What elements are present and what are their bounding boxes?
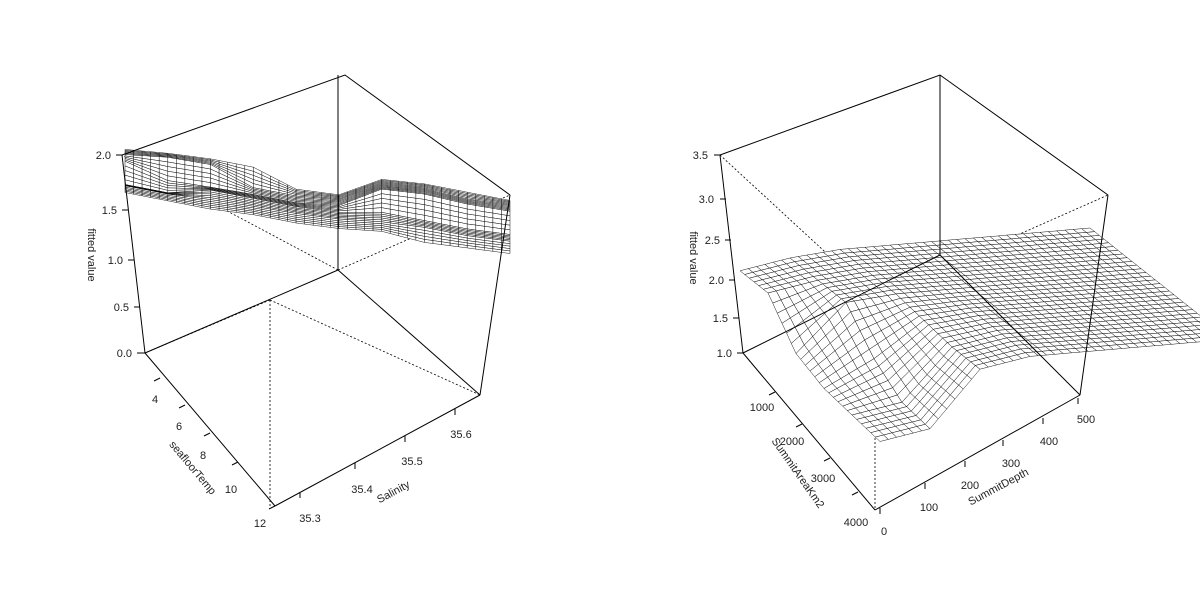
- right-mesh-cell: [1193, 316, 1200, 322]
- right-box-left-vertical: [719, 154, 744, 354]
- left-x-ticks: 4 6 8 10 12: [152, 377, 276, 530]
- right-z-tick-5: 3.5: [693, 150, 708, 162]
- left-box-front-right: [274, 394, 481, 507]
- right-y-tick-1: 100: [920, 502, 938, 514]
- left-z-tick-3: 1.5: [102, 205, 117, 217]
- right-box-right-vertical: [1079, 194, 1109, 396]
- right-z-axis-label: fitted value: [687, 231, 699, 284]
- left-x-tick-4: 12: [254, 518, 266, 530]
- left-box-right-vertical: [479, 194, 511, 396]
- left-z-ticks: 0.0 0.5 1.0 1.5 2.0: [96, 150, 145, 360]
- left-surface-mesh: [124, 149, 511, 254]
- left-box-base-back: [144, 269, 339, 354]
- left-y-ticks: 35.3 35.4 35.5 35.6: [299, 409, 472, 525]
- right-x-tick-0: 1000: [750, 402, 774, 414]
- left-y-tick-2: 35.5: [401, 456, 422, 468]
- left-y-tick-0: 35.3: [299, 513, 320, 525]
- left-x-tick-2: 8: [200, 450, 206, 462]
- right-surface-mesh: [739, 227, 1200, 442]
- right-x-tick-1: 2000: [780, 436, 804, 448]
- right-z-tick-0: 1.0: [717, 348, 732, 360]
- left-mesh-cell: [338, 210, 348, 213]
- left-x-axis-label: seafloorTemp: [166, 439, 218, 497]
- right-x-ticks: 1000 2000 3000 4000: [750, 391, 868, 529]
- right-y-ticks: 0 100 200 300 400 500: [879, 398, 1095, 538]
- right-box-base-back: [742, 254, 941, 354]
- left-hidden-edge-5: [269, 299, 481, 396]
- right-mesh-cell: [1191, 337, 1200, 343]
- right-plot: 1.0 1.5 2.0 2.5 3.0 3.5 fitted value 100…: [687, 74, 1200, 538]
- left-y-tick-3: 35.6: [450, 429, 471, 441]
- right-mesh-cell: [1195, 333, 1200, 338]
- right-z-ticks: 1.0 1.5 2.0 2.5 3.0 3.5: [693, 150, 743, 360]
- left-x-tick-1: 6: [176, 421, 182, 433]
- right-y-tick-5: 500: [1077, 414, 1095, 426]
- left-z-tick-4: 2.0: [96, 150, 111, 162]
- right-z-tick-2: 2.0: [709, 275, 724, 287]
- right-box-front-right: [874, 394, 1081, 511]
- left-box-back-top: [121, 74, 511, 196]
- left-mesh-cell: [364, 228, 374, 232]
- right-z-tick-1: 1.5: [713, 313, 728, 325]
- right-mesh-cell: [1188, 313, 1200, 318]
- right-hidden-edge-2: [874, 194, 1109, 299]
- left-mesh-cell: [372, 228, 382, 232]
- left-z-tick-2: 1.0: [108, 255, 123, 267]
- right-z-tick-3: 2.5: [705, 235, 720, 247]
- right-mesh-cell: [1190, 329, 1200, 335]
- left-x-tick-0: 4: [152, 394, 158, 406]
- left-mesh-cell: [347, 226, 357, 230]
- right-box-base-right: [939, 254, 1081, 396]
- left-box-front-left: [144, 352, 276, 507]
- left-z-tick-0: 0.0: [117, 348, 132, 360]
- left-mesh-cell: [364, 208, 374, 213]
- right-y-tick-2: 200: [961, 480, 979, 492]
- left-y-axis-label: Salinity: [375, 478, 412, 505]
- left-box-left-vertical: [121, 154, 146, 354]
- right-box-front-left: [742, 352, 876, 511]
- left-z-tick-1: 0.5: [114, 302, 129, 314]
- right-hidden-edge-1: [719, 154, 876, 299]
- left-box-base-right: [337, 269, 481, 396]
- right-mesh-cell: [1194, 325, 1200, 330]
- right-y-tick-0: 0: [881, 526, 887, 538]
- left-mesh-cell: [338, 226, 348, 230]
- left-x-tick-3: 10: [225, 484, 237, 496]
- left-mesh-cell: [372, 207, 382, 213]
- right-box-top: [719, 74, 1109, 196]
- left-mesh-cell: [355, 227, 365, 231]
- right-x-tick-2: 3000: [811, 473, 835, 485]
- left-y-tick-1: 35.4: [351, 484, 372, 496]
- right-y-tick-3: 300: [1002, 458, 1020, 470]
- left-hidden-edge-2: [121, 154, 339, 271]
- right-mesh-cell: [1189, 321, 1200, 327]
- left-mesh-cell: [355, 208, 365, 213]
- left-z-axis-label: fitted value: [85, 228, 97, 281]
- right-x-tick-3: 4000: [844, 517, 868, 529]
- right-z-tick-4: 3.0: [699, 194, 714, 206]
- left-mesh-cell: [347, 209, 357, 213]
- left-plot: 0.0 0.5 1.0 1.5 2.0 fitted value 4 6 8 1…: [85, 74, 511, 530]
- right-y-tick-4: 400: [1040, 436, 1058, 448]
